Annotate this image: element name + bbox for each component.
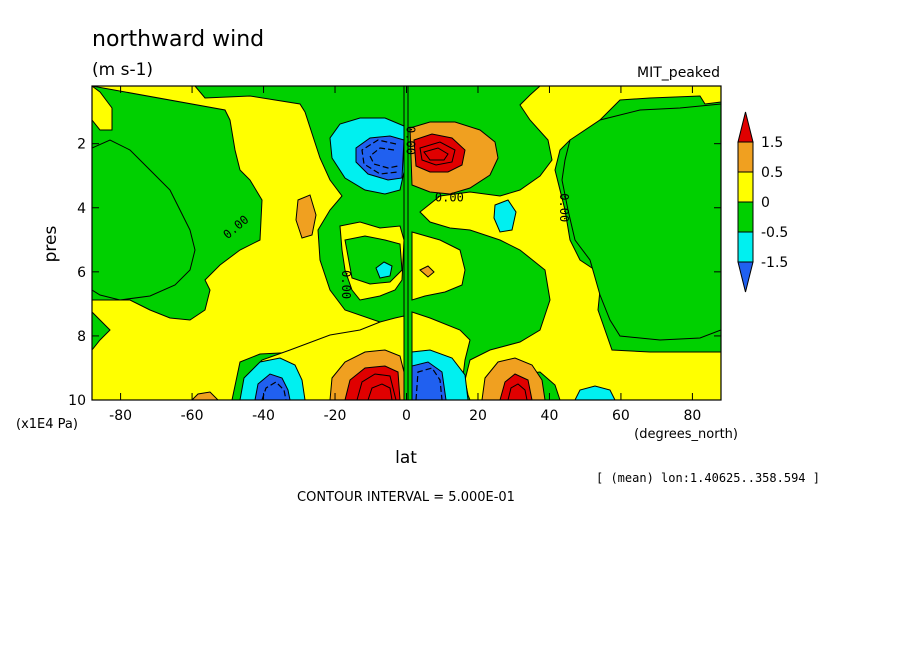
chart-title: northward wind — [92, 27, 264, 52]
colorbar-swatch — [737, 231, 754, 263]
x-tick-label: 60 — [612, 408, 630, 424]
x-tick-label: 40 — [541, 408, 559, 424]
contour-lines-negative — [261, 139, 443, 400]
contour-line — [507, 383, 528, 400]
green-patch-northeast — [561, 103, 721, 341]
yellow-region-equator-mid — [411, 231, 466, 301]
chart-units: (m s-1) — [92, 60, 153, 80]
red-regions — [344, 133, 533, 400]
contour-line — [403, 86, 409, 400]
contour-label: 0.00 — [435, 190, 464, 204]
cyan-small-east — [493, 199, 517, 233]
x-tick-label: -80 — [109, 408, 132, 424]
contour-label: 0.00 — [557, 193, 571, 222]
red-lower-positive-right — [499, 373, 533, 400]
red-lower-positive-left — [344, 365, 401, 400]
x-tick-label: -40 — [252, 408, 275, 424]
contour-line-negative — [415, 367, 443, 400]
contour-line — [356, 373, 397, 400]
green-patches — [92, 103, 721, 341]
yellow-region-west — [92, 86, 386, 400]
colorbar-label: 0 — [761, 195, 770, 211]
colorbar: 1.5 0.5 0 -0.5 -1.5 — [737, 111, 788, 293]
y-tick-label: 2 — [77, 137, 86, 153]
y-tick-label: 8 — [77, 329, 86, 345]
contour-line — [423, 147, 449, 161]
x-axis: -80 -60 -40 -20 0 20 40 60 80 — [109, 86, 701, 424]
x-tick-label: -60 — [181, 408, 204, 424]
green-patch-west — [92, 139, 196, 301]
blue-upper-negative — [355, 135, 405, 181]
contour-lines — [356, 86, 528, 400]
colorbar-label: -0.5 — [761, 225, 788, 241]
x-axis-units: (degrees_north) — [634, 427, 738, 442]
dataset-name: MIT_peaked — [637, 65, 720, 81]
contour-interval-note: CONTOUR INTERVAL = 5.000E-01 — [297, 490, 515, 505]
cyan-lower-negative-right — [574, 385, 616, 400]
yellow-region-pole-north — [92, 86, 113, 131]
orange-small-southwest — [191, 391, 219, 400]
colorbar-swatch — [737, 141, 754, 173]
contour-line — [419, 141, 456, 166]
orange-small-center — [419, 265, 435, 278]
colorbar-label: 0.5 — [761, 165, 783, 181]
contour-label: 0.00 — [404, 126, 418, 155]
contour-line-negative — [361, 139, 399, 175]
x-tick-label: -20 — [324, 408, 347, 424]
averaging-note: [ (mean) lon:1.40625..358.594 ] — [596, 471, 820, 485]
y-axis: 2 4 6 8 10 — [68, 137, 721, 409]
x-tick-label: 20 — [469, 408, 487, 424]
colorbar-swatch — [737, 171, 754, 203]
contour-label: 0.00 — [339, 270, 353, 299]
contour-line-negative — [369, 147, 399, 169]
red-upper-positive — [413, 133, 466, 173]
blue-regions — [254, 135, 447, 400]
contour-labels: 0.000.000.00 0.000.00 — [220, 126, 571, 299]
colorbar-arrow-bottom — [737, 261, 754, 293]
colorbar-label: -1.5 — [761, 255, 788, 271]
x-tick-label: 0 — [402, 408, 411, 424]
y-tick-label: 4 — [77, 201, 86, 217]
y-tick-label: 6 — [77, 265, 86, 281]
y-axis-label: pres — [41, 226, 61, 263]
colorbar-arrow-top — [737, 111, 754, 143]
colorbar-swatch — [737, 201, 754, 233]
x-axis-label: lat — [395, 448, 417, 468]
contour-line — [367, 383, 393, 400]
y-tick-label: 10 — [68, 393, 86, 409]
plot-area: 0.000.000.00 0.000.00 — [92, 86, 721, 400]
contour-line-negative — [261, 381, 287, 400]
orange-small-west — [295, 194, 317, 239]
y-axis-units: (x1E4 Pa) — [16, 417, 78, 432]
cyan-small-center — [375, 261, 393, 279]
x-tick-label: 80 — [683, 408, 701, 424]
colorbar-label: 1.5 — [761, 135, 783, 151]
